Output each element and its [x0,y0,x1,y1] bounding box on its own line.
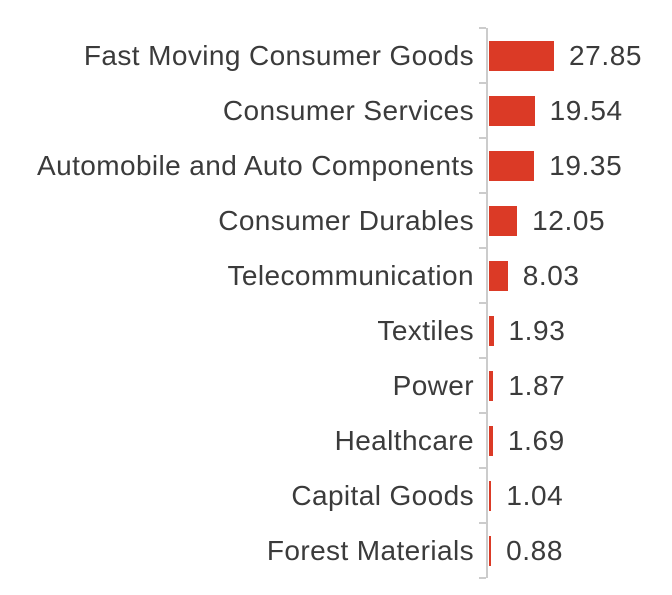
category-label: Healthcare [334,424,474,456]
value-label: 19.35 [549,149,623,181]
bar[interactable] [489,425,493,456]
axis-tick [479,357,486,359]
value-label: 12.05 [532,204,606,236]
bar[interactable] [489,315,494,346]
chart-row: Capital Goods 1.04 [0,468,672,523]
bar[interactable] [489,95,535,126]
chart-row: Forest Materials 0.88 [0,523,672,578]
chart-row: Automobile and Auto Components 19.35 [0,138,672,193]
category-label: Consumer Services [222,94,474,126]
value-label: 1.93 [508,314,566,346]
axis-tick [479,247,486,249]
chart-row: Consumer Services 19.54 [0,83,672,138]
category-label: Power [392,369,474,401]
y-axis-line [486,28,488,578]
axis-tick [479,412,486,414]
bar[interactable] [489,260,508,291]
category-label: Capital Goods [291,479,474,511]
bar[interactable] [489,480,492,511]
category-label: Forest Materials [266,534,474,566]
axis-tick [479,522,486,524]
chart-row: Telecommunication 8.03 [0,248,672,303]
chart-row: Power 1.87 [0,358,672,413]
chart-row: Consumer Durables 12.05 [0,193,672,248]
axis-tick [479,302,486,304]
value-label: 1.87 [508,369,566,401]
bar[interactable] [489,150,535,181]
axis-tick [479,192,486,194]
bar[interactable] [489,205,518,236]
category-label: Consumer Durables [218,204,474,236]
bar[interactable] [489,40,554,71]
value-label: 1.69 [507,424,565,456]
value-label: 8.03 [522,259,580,291]
chart-row: Healthcare 1.69 [0,413,672,468]
value-label: 1.04 [506,479,564,511]
category-label: Telecommunication [227,259,474,291]
axis-tick [479,577,486,579]
chart-rows: Fast Moving Consumer Goods 27.85 Consumer … [0,28,672,578]
axis-tick [479,82,486,84]
value-label: 0.88 [506,534,563,566]
bar[interactable] [489,370,494,401]
category-label: Fast Moving Consumer Goods [83,39,474,71]
chart-row: Fast Moving Consumer Goods 27.85 [0,28,672,83]
axis-tick [479,27,486,29]
axis-tick [479,467,486,469]
category-label: Textiles [377,314,474,346]
value-label: 19.54 [549,94,623,126]
value-label: 27.85 [569,39,643,71]
chart-row: Textiles 1.93 [0,303,672,358]
axis-tick [479,137,486,139]
category-label: Automobile and Auto Components [37,149,474,181]
bar[interactable] [489,535,492,566]
